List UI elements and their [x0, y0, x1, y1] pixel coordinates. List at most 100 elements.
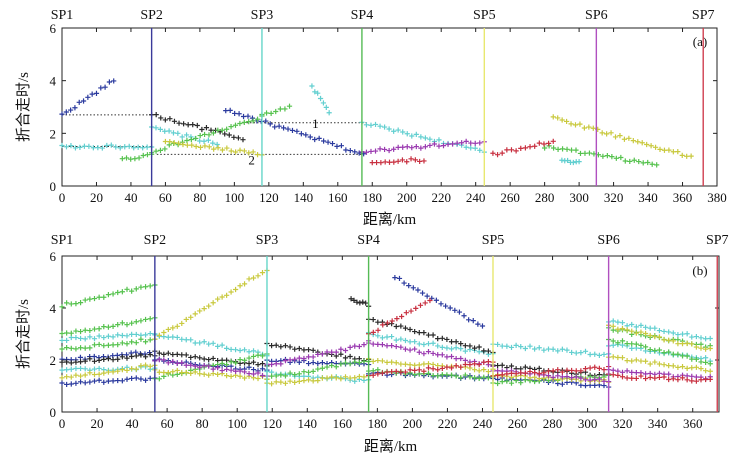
- shot-point-label-sp3: SP3: [256, 233, 279, 248]
- data-point: [688, 153, 694, 159]
- data-point: [307, 134, 313, 140]
- data-point: [215, 296, 221, 302]
- data-point: [559, 117, 565, 123]
- data-point: [619, 320, 626, 326]
- data-point: [59, 346, 65, 352]
- data-point: [246, 150, 252, 156]
- data-point: [142, 339, 149, 345]
- data-point: [119, 332, 125, 339]
- data-point: [633, 341, 639, 347]
- data-point: [577, 150, 584, 157]
- data-point: [305, 377, 312, 383]
- data-point: [513, 148, 519, 154]
- data-point: [471, 345, 478, 351]
- data-point: [215, 127, 221, 133]
- data-point: [124, 286, 130, 292]
- data-point: [481, 348, 487, 354]
- data-point: [454, 140, 460, 146]
- data-point: [624, 327, 630, 333]
- data-point: [409, 133, 415, 139]
- data-point: [693, 356, 699, 362]
- data-point: [115, 322, 121, 328]
- data-point: [656, 334, 663, 340]
- data-point: [399, 313, 405, 320]
- data-point: [624, 375, 630, 381]
- data-point: [210, 140, 216, 146]
- data-point: [648, 143, 654, 149]
- data-point: [698, 335, 704, 341]
- data-point: [577, 121, 583, 127]
- data-point: [250, 149, 256, 155]
- data-point: [670, 376, 676, 382]
- data-point: [633, 370, 639, 376]
- data-point: [582, 348, 589, 354]
- data-point: [142, 377, 149, 383]
- data-point: [184, 142, 190, 148]
- data-point: [656, 361, 663, 367]
- data-point: [666, 349, 672, 355]
- x-tick-label: 240: [473, 416, 493, 431]
- data-point: [193, 135, 199, 142]
- data-point: [237, 347, 243, 354]
- data-point: [555, 115, 561, 121]
- data-point: [179, 336, 185, 342]
- data-point: [101, 379, 107, 385]
- data-point: [495, 368, 501, 374]
- data-point: [642, 344, 649, 350]
- data-point: [292, 371, 298, 378]
- data-point: [77, 144, 83, 150]
- x-tick-label: 340: [648, 416, 668, 431]
- data-point: [453, 356, 459, 362]
- shot-point-label-sp5: SP5: [482, 233, 505, 248]
- data-point: [82, 380, 88, 386]
- data-point: [615, 372, 621, 378]
- data-point: [389, 333, 395, 340]
- data-point: [407, 347, 413, 353]
- data-point: [439, 372, 445, 378]
- data-point: [184, 137, 190, 144]
- data-point: [171, 140, 177, 146]
- data-point: [219, 127, 225, 133]
- data-point: [495, 372, 501, 379]
- data-point: [138, 336, 144, 342]
- data-point: [698, 345, 704, 351]
- data-point: [689, 334, 695, 340]
- data-point: [418, 145, 424, 151]
- data-point: [105, 324, 112, 330]
- data-point: [392, 275, 398, 281]
- data-point: [126, 143, 132, 149]
- data-point: [310, 359, 316, 366]
- data-point: [504, 378, 510, 384]
- data-point: [333, 375, 339, 381]
- data-point: [439, 335, 445, 341]
- data-point: [223, 108, 229, 114]
- reference-line-label: 1: [312, 116, 319, 131]
- y-axis-label: 折合走时/s: [15, 299, 32, 369]
- data-point: [675, 364, 681, 370]
- data-point: [96, 333, 102, 339]
- data-point: [201, 339, 207, 345]
- data-point: [312, 89, 318, 95]
- data-point: [615, 340, 621, 346]
- data-point: [448, 365, 455, 371]
- data-point: [68, 345, 74, 351]
- data-point: [96, 377, 102, 383]
- x-tick-label: 120: [259, 190, 279, 205]
- data-point: [631, 157, 637, 163]
- data-point: [615, 319, 621, 325]
- data-point: [638, 358, 644, 364]
- data-point: [73, 301, 79, 307]
- data-point: [379, 335, 386, 341]
- data-point: [546, 140, 552, 147]
- data-point: [592, 376, 598, 383]
- data-point: [250, 371, 257, 377]
- data-point: [268, 110, 274, 117]
- data-point: [647, 361, 653, 367]
- data-point: [188, 314, 194, 320]
- data-point: [461, 313, 467, 319]
- data-point: [241, 347, 248, 353]
- data-point: [90, 145, 96, 151]
- data-point: [303, 132, 309, 138]
- data-point: [129, 353, 135, 360]
- data-point: [550, 145, 557, 151]
